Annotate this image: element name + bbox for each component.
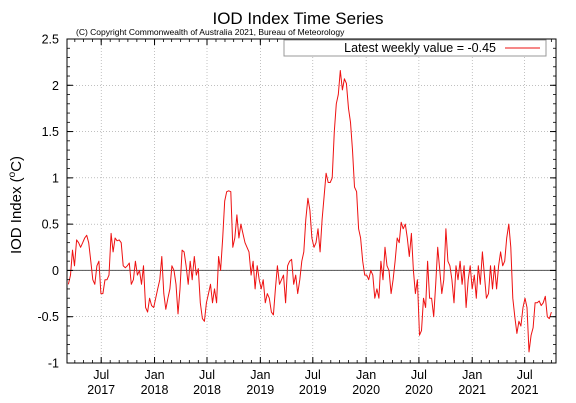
y-tick-label: 0 (52, 264, 59, 278)
x-tick-label-year: 2021 (458, 383, 486, 397)
x-tick-labels: Jul2017Jan2018Jul2018Jan2019Jul2019Jan20… (87, 368, 538, 397)
legend-label: Latest weekly value = -0.45 (344, 41, 496, 55)
y-axis-label-main: IOD Index ( (8, 177, 25, 254)
y-tick-label: -0.5 (37, 310, 59, 324)
x-tick-label-month: Jan (356, 368, 376, 382)
axis-ticks (67, 39, 556, 363)
y-tick-label: -1 (48, 357, 59, 371)
x-tick-label-year: 2021 (511, 383, 539, 397)
grid-lines (67, 39, 556, 363)
y-tick-label: 1.5 (42, 125, 59, 139)
x-tick-label-year: 2018 (141, 383, 169, 397)
x-tick-label-month: Jan (462, 368, 482, 382)
x-tick-label-year: 2019 (246, 383, 274, 397)
y-axis-label-unit: C) (8, 156, 25, 172)
x-tick-label-month: Jul (199, 368, 215, 382)
x-tick-label-year: 2018 (193, 383, 221, 397)
chart-subtitle: (C) Copyright Commonwealth of Australia … (76, 27, 345, 37)
x-tick-label-month: Jul (411, 368, 427, 382)
x-tick-label-month: Jan (144, 368, 164, 382)
legend: Latest weekly value = -0.45 (284, 40, 546, 56)
x-tick-label-month: Jan (250, 368, 270, 382)
x-tick-label-month: Jul (517, 368, 533, 382)
y-tick-label: 1 (52, 171, 59, 185)
y-tick-labels: -1 -0.5 0 0.5 1 1.5 2 2.5 (37, 33, 59, 371)
y-tick-label: 2.5 (42, 33, 59, 47)
x-tick-label-month: Jul (93, 368, 109, 382)
x-tick-label-year: 2019 (299, 383, 327, 397)
y-tick-label: 2 (52, 79, 59, 93)
series-line-iod (68, 71, 551, 352)
x-tick-label-year: 2017 (87, 383, 115, 397)
chart-title: IOD Index Time Series (212, 9, 383, 28)
plot-frame (67, 39, 556, 363)
x-tick-label-month: Jul (305, 368, 321, 382)
y-tick-label: 0.5 (42, 218, 59, 232)
y-axis-label: IOD Index (oC) (7, 156, 25, 254)
x-tick-label-year: 2020 (405, 383, 433, 397)
x-tick-label-year: 2020 (352, 383, 380, 397)
